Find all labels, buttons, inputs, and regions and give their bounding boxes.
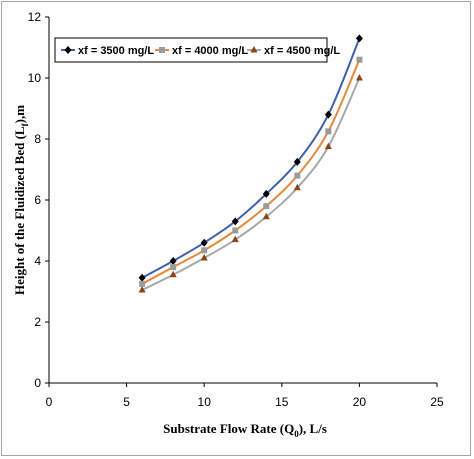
x-tick-label: 5 bbox=[123, 395, 130, 409]
y-tick-label: 10 bbox=[28, 71, 42, 85]
x-tick-label: 25 bbox=[430, 395, 444, 409]
legend-box bbox=[54, 37, 328, 63]
y-tick-label: 4 bbox=[34, 254, 41, 268]
legend-marker-1 bbox=[64, 46, 72, 54]
data-point-series-3 bbox=[169, 270, 177, 278]
x-tick-label: 15 bbox=[275, 395, 289, 409]
series-line-3 bbox=[141, 77, 361, 291]
series-line-2 bbox=[141, 59, 361, 285]
data-point-series-1 bbox=[231, 217, 239, 226]
data-point-series-2 bbox=[170, 264, 177, 271]
legend: xf = 3500 mg/L xf = 4000 mg/L xf = 4500 mg… bbox=[54, 37, 340, 63]
y-axis-title: Height of the Fluidized Bed (Lf),m bbox=[12, 105, 30, 295]
y-tick-label: 2 bbox=[34, 315, 41, 329]
legend-label-2: xf = 4000 mg/L bbox=[172, 45, 248, 57]
y-tick-label: 12 bbox=[28, 10, 42, 24]
data-point-series-2 bbox=[325, 128, 332, 135]
data-point-series-1 bbox=[138, 273, 146, 282]
data-point-series-1 bbox=[200, 238, 208, 247]
data-point-series-1 bbox=[262, 189, 270, 198]
series-line-1 bbox=[141, 37, 361, 279]
data-point-series-2 bbox=[201, 247, 208, 254]
data-point-series-1 bbox=[355, 34, 363, 43]
x-tick-label: 0 bbox=[46, 395, 53, 409]
data-point-series-3 bbox=[138, 285, 146, 293]
y-tick-label: 8 bbox=[34, 132, 41, 146]
data-point-series-3 bbox=[231, 235, 239, 243]
x-tick-label: 20 bbox=[353, 395, 367, 409]
data-point-series-2 bbox=[139, 280, 146, 287]
x-axis-title: Substrate Flow Rate (Q0), L/s bbox=[163, 421, 327, 439]
legend-marker-2 bbox=[159, 47, 165, 53]
data-point-series-3 bbox=[355, 74, 363, 81]
data-point-series-3 bbox=[262, 212, 270, 220]
data-point-series-3 bbox=[293, 183, 301, 191]
x-tick-label: 10 bbox=[198, 395, 212, 409]
data-point-series-2 bbox=[232, 227, 239, 234]
plot-area: 0 2 4 6 8 10 12 0 5 10 15 20 25 bbox=[28, 10, 444, 409]
data-point-series-2 bbox=[263, 203, 270, 210]
legend-marker-3 bbox=[250, 46, 258, 53]
data-point-series-1 bbox=[169, 257, 177, 265]
legend-label-3: xf = 4500 mg/L bbox=[264, 45, 340, 57]
y-tick-label: 6 bbox=[34, 193, 41, 207]
data-point-series-2 bbox=[356, 56, 363, 63]
y-tick-label: 0 bbox=[34, 376, 41, 390]
data-point-series-1 bbox=[324, 110, 332, 119]
data-point-series-1 bbox=[293, 157, 301, 166]
data-point-series-3 bbox=[200, 253, 208, 261]
data-point-series-3 bbox=[324, 142, 332, 150]
data-point-series-2 bbox=[294, 172, 301, 179]
legend-label-1: xf = 3500 mg/L bbox=[78, 45, 154, 57]
